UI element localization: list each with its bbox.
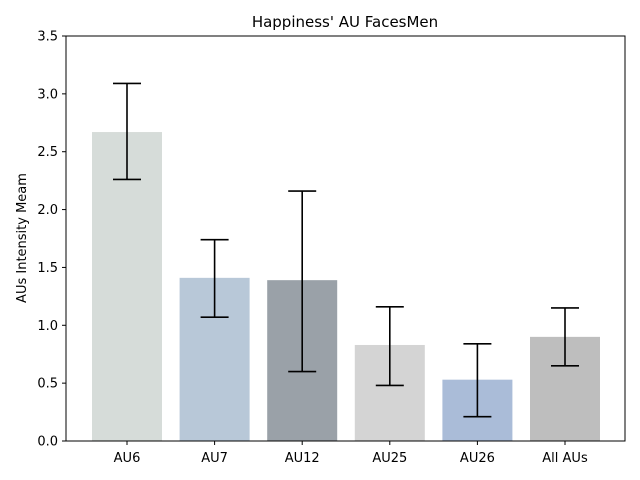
y-tick-label: 2.5 bbox=[37, 145, 58, 160]
error-bars-group bbox=[113, 82, 579, 418]
y-tick-label: 0.0 bbox=[37, 435, 58, 450]
x-tick-label: AU6 bbox=[114, 451, 141, 466]
x-tick-label: All AUs bbox=[542, 451, 588, 466]
x-axis: AU6 AU7 AU12 AU25 AU26 All AUs bbox=[114, 441, 588, 466]
y-tick-label: 3.5 bbox=[37, 30, 58, 45]
chart-title: Happiness' AU FacesMen bbox=[252, 13, 438, 31]
y-tick-label: 1.0 bbox=[37, 319, 58, 334]
y-tick-label: 3.0 bbox=[37, 87, 58, 102]
plot-frame bbox=[65, 35, 626, 442]
y-axis: 0.0 0.5 1.0 1.5 2.0 2.5 3.0 3.5 bbox=[37, 30, 66, 450]
x-tick-label: AU26 bbox=[460, 451, 495, 466]
x-tick-label: AU25 bbox=[372, 451, 407, 466]
bar-au6 bbox=[92, 132, 162, 442]
x-tick-label: AU12 bbox=[285, 451, 320, 466]
y-tick-label: 1.5 bbox=[37, 261, 58, 276]
x-tick-label: AU7 bbox=[201, 451, 228, 466]
y-tick-label: 0.5 bbox=[37, 377, 58, 392]
y-tick-label: 2.0 bbox=[37, 203, 58, 218]
y-axis-label: AUs Intensity Meam bbox=[15, 173, 30, 303]
bars-group bbox=[92, 132, 600, 442]
